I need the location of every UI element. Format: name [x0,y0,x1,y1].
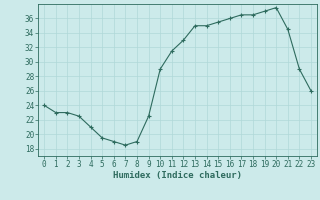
X-axis label: Humidex (Indice chaleur): Humidex (Indice chaleur) [113,171,242,180]
